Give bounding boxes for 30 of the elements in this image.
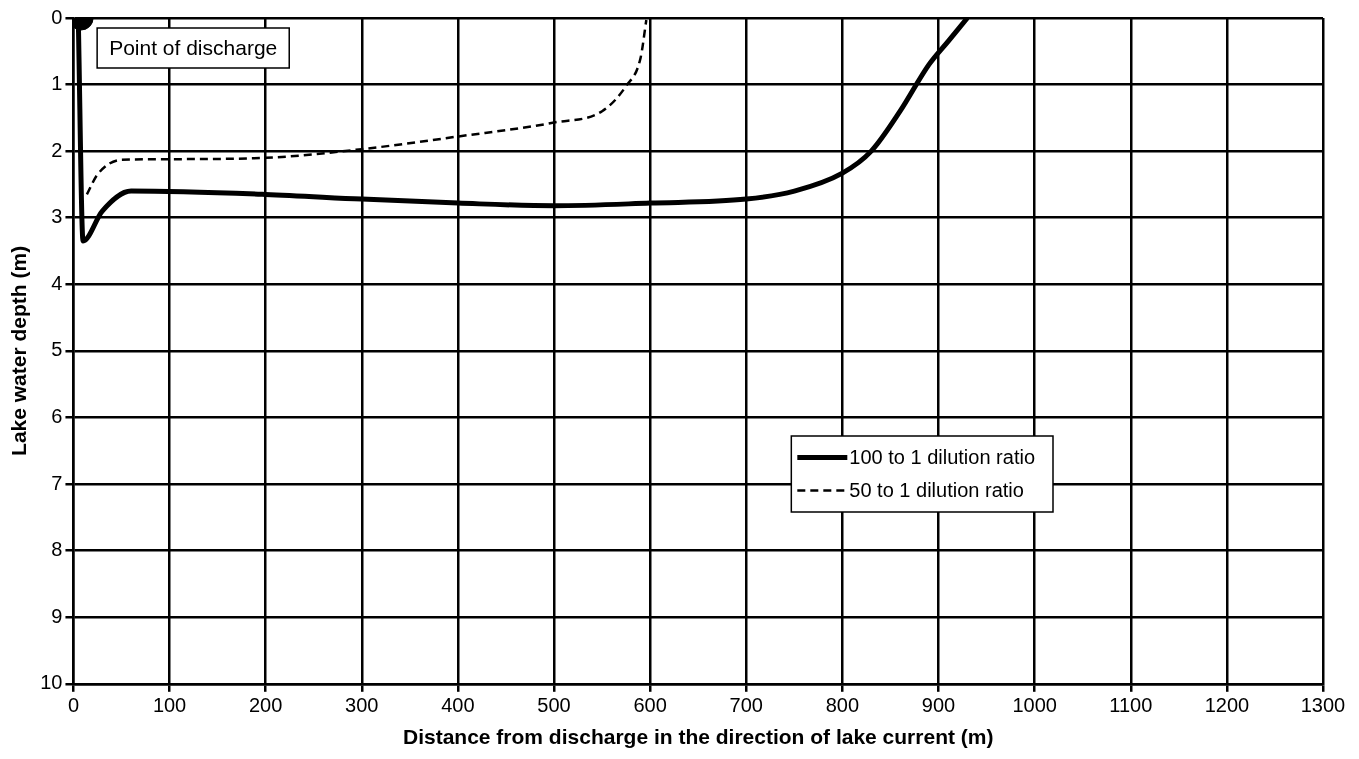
legend-label: 50 to 1 dilution ratio — [849, 478, 1024, 501]
y-tick-label: 9 — [51, 604, 63, 627]
x-tick-label: 200 — [249, 694, 283, 717]
x-tick-label: 300 — [345, 694, 379, 717]
x-tick-label: 1300 — [1300, 694, 1346, 717]
y-tick-label: 6 — [51, 405, 63, 427]
y-tick-label: 7 — [51, 471, 63, 494]
x-tick-label: 500 — [537, 694, 571, 717]
x-tick-label: 100 — [152, 694, 187, 717]
y-tick-label: 0 — [51, 5, 63, 28]
x-tick-label: 1100 — [1109, 694, 1153, 717]
x-tick-label: 800 — [825, 694, 860, 717]
legend-label: 100 to 1 dilution ratio — [849, 445, 1035, 468]
y-axis-title: Lake water depth (m) — [7, 245, 31, 456]
x-axis-title: Distance from discharge in the direction of lake current (m) — [402, 725, 994, 749]
x-tick-label: 700 — [729, 694, 763, 717]
y-tick-label: 10 — [40, 671, 63, 694]
x-tick-label: 1000 — [1012, 694, 1057, 717]
y-tick-label: 5 — [51, 338, 63, 361]
x-tick-label: 900 — [921, 694, 956, 717]
annotation: Point of discharge — [109, 35, 278, 59]
y-tick-label: 4 — [51, 271, 63, 294]
x-tick-label: 400 — [441, 694, 475, 717]
y-tick-label: 1 — [51, 72, 63, 95]
y-tick-label: 3 — [51, 205, 63, 228]
y-tick-label: 2 — [51, 138, 63, 161]
y-tick-label: 8 — [51, 538, 63, 561]
x-tick-label: 1200 — [1204, 694, 1250, 717]
x-tick-label: 600 — [633, 694, 667, 717]
x-tick-label: 0 — [67, 694, 80, 717]
